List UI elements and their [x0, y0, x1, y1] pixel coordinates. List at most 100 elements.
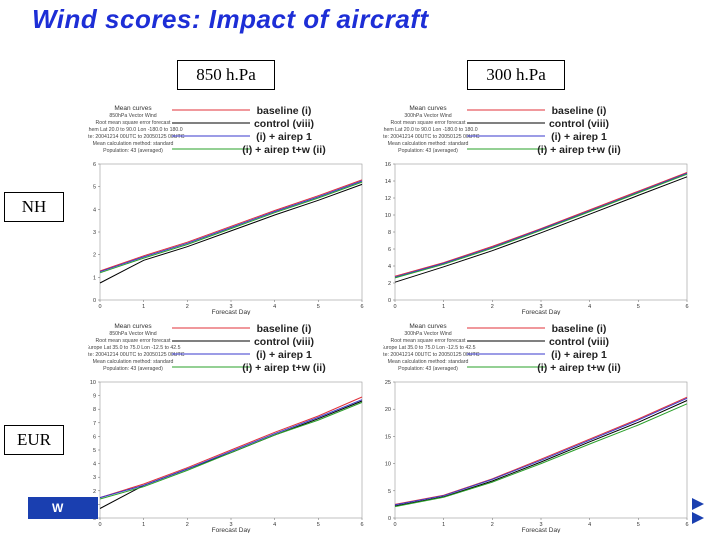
y-tick-label: 15: [385, 434, 391, 440]
x-tick-label: 6: [360, 304, 363, 310]
x-tick-label: 6: [685, 522, 688, 528]
x-tick-label: 2: [186, 304, 189, 310]
plot-frame: [394, 163, 688, 301]
x-axis-label: Forecast Day: [522, 527, 561, 533]
y-tick-label: 4: [93, 462, 96, 468]
x-tick-label: 5: [637, 522, 640, 528]
y-tick-label: 16: [385, 162, 391, 168]
x-tick-label: 5: [317, 522, 320, 528]
x-tick-label: 2: [491, 522, 494, 528]
series-line: [394, 176, 688, 283]
legend-entry: baseline (i): [257, 105, 312, 117]
y-tick-label: 4: [93, 207, 96, 213]
chart-info-line: Population: 43 (averaged): [398, 148, 458, 154]
x-tick-label: 0: [98, 304, 101, 310]
y-tick-label: 5: [93, 185, 96, 191]
y-tick-label: 0: [93, 298, 96, 304]
series-line: [394, 172, 688, 278]
series-line: [99, 183, 363, 284]
legend-entry: (i) + airep t+w (ii): [242, 362, 325, 374]
chart-info-line: 300hPa Vector Wind: [404, 331, 451, 337]
y-tick-label: 6: [388, 247, 391, 253]
y-tick-label: 6: [93, 162, 96, 168]
legend-entry: control (viii): [549, 336, 609, 348]
series-line: [99, 181, 363, 274]
legend-entry: control (viii): [254, 118, 314, 130]
legend-entry: (i) + airep 1: [256, 349, 312, 361]
x-tick-label: 4: [273, 304, 276, 310]
y-tick-label: 20: [385, 407, 391, 413]
chart-info-line: Population: 43 (averaged): [398, 366, 458, 372]
x-tick-label: 1: [442, 522, 445, 528]
legend-entry: (i) + airep t+w (ii): [537, 144, 620, 156]
chart-info-line: Date: 20041214 00UTC to 20050125 00UTC: [88, 134, 185, 140]
series-line: [99, 396, 363, 499]
column-header-300: 300 h.Pa: [467, 60, 565, 90]
x-tick-label: 1: [142, 304, 145, 310]
column-header-850: 850 h.Pa: [177, 60, 275, 90]
chart-info-line: Mean calculation method: standard: [93, 359, 174, 365]
y-tick-label: 4: [388, 264, 391, 270]
chart-info-line: 850hPa Vector Wind: [109, 331, 156, 337]
chart-info-line: 850hPa Vector Wind: [109, 113, 156, 119]
slide-title: Wind scores: Impact of aircraft: [32, 4, 429, 34]
y-tick-label: 0: [388, 298, 391, 304]
y-tick-label: 8: [388, 230, 391, 236]
series-line: [99, 180, 363, 273]
chart-info-line: Population: 43 (averaged): [103, 366, 163, 372]
x-tick-label: 6: [685, 304, 688, 310]
logo-icon: [692, 498, 704, 524]
legend-entry: (i) + airep 1: [551, 131, 607, 143]
y-tick-label: 2: [93, 489, 96, 495]
row-label-eur: EUR: [4, 425, 64, 455]
y-tick-label: 2: [93, 253, 96, 259]
chart-title: Mean curves: [114, 323, 152, 330]
legend-entry: baseline (i): [552, 105, 607, 117]
footer-text: W: [52, 501, 64, 515]
x-tick-label: 3: [539, 304, 542, 310]
x-tick-label: 4: [588, 304, 591, 310]
chart-title: Mean curves: [409, 323, 447, 330]
chart-info-line: Europe Lat 35.0 to 75.0 Lon -12.5 to 42.…: [88, 345, 181, 351]
y-tick-label: 10: [385, 213, 391, 219]
x-tick-label: 3: [229, 304, 232, 310]
chart-info-line: Date: 20041214 00UTC to 20050125 00UTC: [383, 134, 480, 140]
y-tick-label: 10: [90, 380, 96, 386]
row-label-nh: NH: [4, 192, 64, 222]
y-tick-label: 2: [388, 281, 391, 287]
footer-bar: W: [28, 497, 98, 519]
legend-entry: control (viii): [254, 336, 314, 348]
x-tick-label: 0: [393, 522, 396, 528]
y-tick-label: 25: [385, 380, 391, 386]
y-tick-label: 12: [385, 196, 391, 202]
chart-info-line: 300hPa Vector Wind: [404, 113, 451, 119]
y-tick-label: 6: [93, 434, 96, 440]
chart-info-line: Europe Lat 35.0 to 75.0 Lon -12.5 to 42.…: [383, 345, 476, 351]
y-tick-label: 5: [93, 448, 96, 454]
series-line: [394, 403, 688, 508]
chart-info-line: Root mean square error forecast: [391, 338, 467, 344]
y-tick-label: 9: [93, 394, 96, 400]
x-axis-label: Forecast Day: [212, 309, 251, 315]
x-tick-label: 6: [360, 522, 363, 528]
series-line: [394, 172, 688, 277]
x-tick-label: 1: [442, 304, 445, 310]
chart-info-line: Root mean square error forecast: [96, 338, 172, 344]
series-line: [99, 399, 363, 499]
y-tick-label: 7: [93, 421, 96, 427]
y-tick-label: 0: [388, 516, 391, 522]
y-tick-label: 3: [93, 230, 96, 236]
y-tick-label: 14: [385, 179, 391, 185]
x-axis-label: Forecast Day: [522, 309, 561, 315]
chart-info-line: N.hem Lat 20.0 to 90.0 Lon -180.0 to 180…: [383, 127, 478, 133]
x-tick-label: 1: [142, 522, 145, 528]
series-line: [99, 401, 363, 500]
x-tick-label: 5: [637, 304, 640, 310]
y-tick-label: 10: [385, 462, 391, 468]
legend-entry: (i) + airep t+w (ii): [537, 362, 620, 374]
y-tick-label: 8: [93, 407, 96, 413]
